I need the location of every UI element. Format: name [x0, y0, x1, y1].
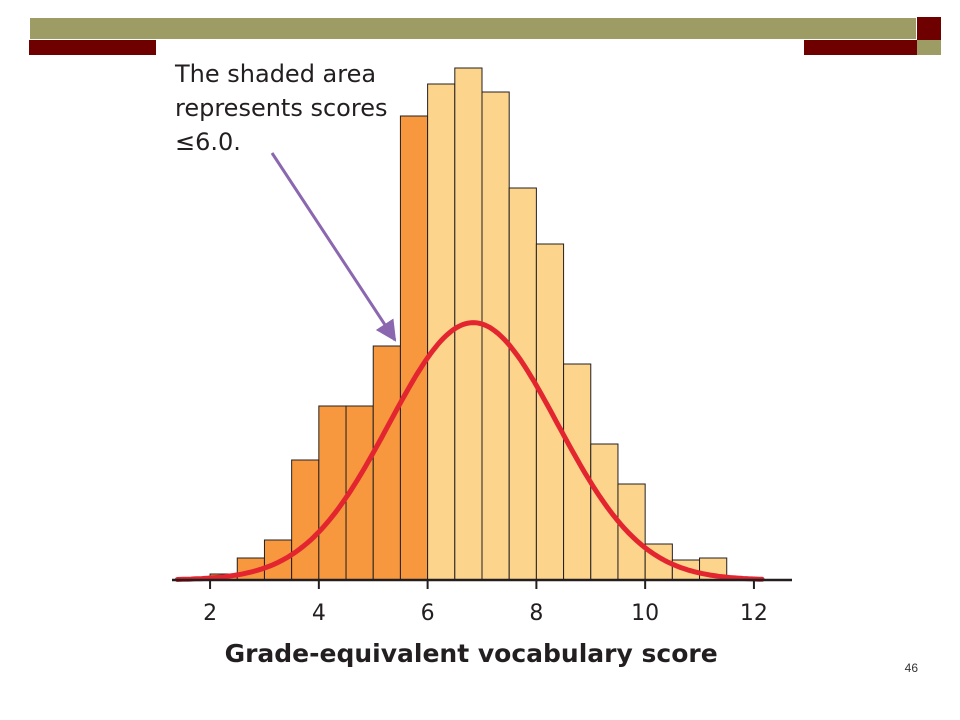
- annotation-arrow: [270, 152, 397, 342]
- header-olive-square: [917, 40, 941, 55]
- histogram-bar: [318, 405, 347, 581]
- header-maroon-bar-right: [804, 40, 917, 55]
- histogram-bar: [399, 115, 429, 581]
- annotation-line-3: ≤6.0.: [175, 128, 241, 156]
- x-ticks-layer: 2 4 6 8 10 12: [203, 580, 768, 626]
- header-maroon-square: [917, 17, 941, 40]
- annotation-line-2: represents scores: [175, 94, 387, 122]
- slide-number: 46: [904, 661, 918, 675]
- histogram-bar: [508, 187, 537, 581]
- histogram-bar: [481, 91, 510, 581]
- x-tick-label: 10: [631, 601, 659, 626]
- x-tick-label: 12: [740, 601, 768, 626]
- annotation-line-1: The shaded area: [174, 60, 376, 88]
- x-tick-label: 2: [203, 601, 217, 626]
- x-tick-label: 8: [529, 601, 543, 626]
- histogram-bar: [617, 483, 646, 581]
- histogram-bar: [372, 345, 401, 581]
- histogram-bar: [291, 459, 320, 581]
- histogram-bar: [345, 405, 374, 581]
- x-tick-label: 6: [421, 601, 435, 626]
- x-axis-title: Grade-equivalent vocabulary score: [225, 639, 718, 668]
- header-maroon-bar-left: [29, 40, 156, 55]
- header-olive-bar: [29, 17, 917, 40]
- annotation: The shaded area represents scores ≤6.0.: [174, 60, 397, 342]
- x-tick-label: 4: [312, 601, 326, 626]
- normal-curve: [174, 320, 765, 582]
